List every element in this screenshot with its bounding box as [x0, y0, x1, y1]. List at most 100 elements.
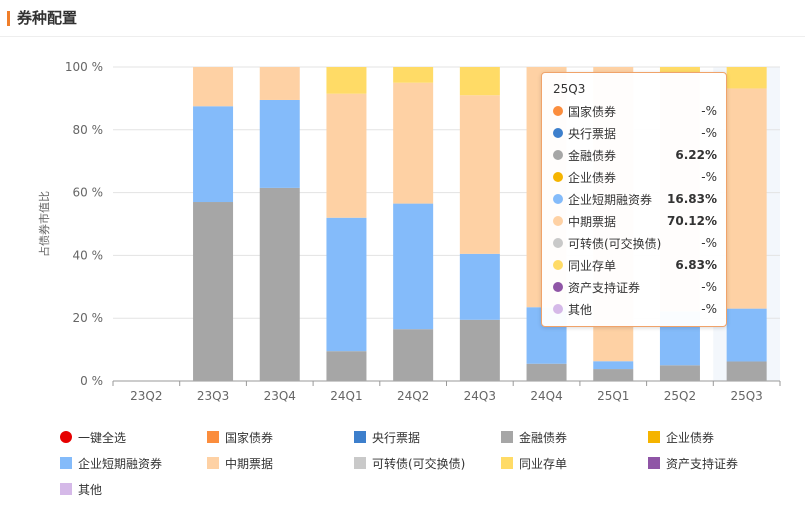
bar-segment [593, 369, 634, 381]
tooltip-row: 企业债券 -% [553, 166, 717, 188]
legend-label: 资产支持证券 [666, 456, 739, 471]
bar-segment [393, 203, 434, 330]
tooltip-series-name: 其他 [568, 302, 593, 317]
tooltip-series-name: 资产支持证券 [568, 280, 641, 295]
legend-label: 中期票据 [225, 456, 274, 471]
x-tick-label: 23Q3 [197, 389, 229, 403]
legend-item[interactable]: 央行票据 [354, 428, 420, 446]
legend-item[interactable]: 同业存单 [501, 454, 567, 472]
legend-swatch [354, 457, 366, 469]
bar-segment [393, 67, 434, 83]
x-tick-label: 24Q4 [530, 389, 562, 403]
x-tick-label: 24Q2 [397, 389, 429, 403]
bar-segment [259, 187, 300, 381]
legend-select-all[interactable]: 一键全选 [60, 428, 126, 446]
tooltip-dot [553, 282, 563, 292]
legend-label: 其他 [78, 482, 103, 497]
tooltip-series-name: 企业债券 [568, 170, 617, 185]
header-accent-bar [7, 11, 10, 26]
bar-segment [459, 253, 500, 320]
tooltip-row: 国家债券 -% [553, 100, 717, 122]
legend-label: 央行票据 [372, 430, 421, 445]
legend-item[interactable]: 金融债券 [501, 428, 567, 446]
bar-segment [659, 365, 700, 381]
bar-segment [459, 319, 500, 381]
bar-segment [726, 361, 767, 381]
bar-segment [326, 351, 367, 381]
tooltip-dot [553, 304, 563, 314]
legend-swatch [354, 431, 366, 443]
bar-segment [459, 95, 500, 254]
bar-segment [393, 329, 434, 381]
tooltip-series-value: -% [701, 104, 717, 118]
bar-segment [259, 99, 300, 188]
bar-segment [193, 67, 234, 107]
bar-segment [393, 82, 434, 204]
bar-segment [726, 67, 767, 89]
legend-item[interactable]: 国家债券 [207, 428, 273, 446]
y-tick-label: 80 % [73, 123, 104, 137]
legend-swatch [60, 483, 72, 495]
legend-swatch [648, 431, 660, 443]
x-tick-label: 23Q4 [264, 389, 296, 403]
tooltip-title: 25Q3 [553, 82, 586, 96]
tooltip-series-name: 同业存单 [568, 258, 617, 273]
x-tick-label: 25Q1 [597, 389, 629, 403]
tooltip-row: 同业存单 6.83% [553, 254, 717, 276]
tooltip-series-value: -% [701, 170, 717, 184]
legend-swatch [501, 457, 513, 469]
legend-label: 可转债(可交换债) [372, 456, 466, 471]
y-tick-label: 100 % [65, 60, 103, 74]
tooltip-series-value: -% [701, 302, 717, 316]
legend-item[interactable]: 企业短期融资券 [60, 454, 162, 472]
legend-swatch [648, 457, 660, 469]
legend-swatch [501, 431, 513, 443]
panel-header: 券种配置 [0, 0, 805, 37]
tooltip-series-name: 可转债(可交换债) [568, 236, 662, 251]
tooltip-dot [553, 260, 563, 270]
bar-segment [526, 363, 567, 381]
bar-segment [326, 93, 367, 218]
y-tick-label: 0 % [80, 374, 103, 388]
legend-item[interactable]: 企业债券 [648, 428, 714, 446]
legend-swatch [207, 431, 219, 443]
chart-tooltip: 25Q3 国家债券 -% 央行票据 -% 金融债券 6.22% 企业债券 -% 企业短期融资券 1… [541, 72, 727, 327]
legend-item[interactable]: 资产支持证券 [648, 454, 738, 472]
tooltip-series-name: 金融债券 [568, 148, 617, 163]
tooltip-dot [553, 238, 563, 248]
bar-segment [459, 67, 500, 96]
tooltip-series-name: 国家债券 [568, 104, 617, 119]
tooltip-dot [553, 128, 563, 138]
legend-label: 国家债券 [225, 430, 274, 445]
bar-segment [726, 308, 767, 362]
legend-item[interactable]: 其他 [60, 480, 102, 498]
legend-swatch [60, 457, 72, 469]
legend-item[interactable]: 中期票据 [207, 454, 273, 472]
tooltip-dot [553, 194, 563, 204]
legend-label: 一键全选 [78, 430, 127, 445]
y-axis-label: 占债券市值比 [37, 191, 51, 257]
tooltip-series-name: 中期票据 [568, 214, 617, 229]
bar-segment [593, 361, 634, 370]
bar-segment [326, 217, 367, 352]
legend-swatch [60, 431, 72, 443]
x-tick-label: 23Q2 [130, 389, 162, 403]
tooltip-row: 其他 -% [553, 298, 717, 320]
x-tick-label: 25Q3 [730, 389, 762, 403]
legend-item[interactable]: 可转债(可交换债) [354, 454, 465, 472]
x-tick-label: 25Q2 [664, 389, 696, 403]
bar-segment [659, 67, 700, 73]
tooltip-series-value: 6.22% [675, 148, 717, 162]
tooltip-series-value: 70.12% [667, 214, 717, 228]
legend-label: 金融债券 [519, 430, 568, 445]
tooltip-series-name: 央行票据 [568, 126, 617, 141]
panel-title: 券种配置 [17, 9, 78, 27]
tooltip-dot [553, 106, 563, 116]
tooltip-row: 企业短期融资券 16.83% [553, 188, 717, 210]
x-tick-label: 24Q1 [330, 389, 362, 403]
bar-segment [259, 67, 300, 100]
tooltip-row: 央行票据 -% [553, 122, 717, 144]
x-tick-label: 24Q3 [464, 389, 496, 403]
tooltip-row: 资产支持证券 -% [553, 276, 717, 298]
tooltip-series-value: 6.83% [675, 258, 717, 272]
